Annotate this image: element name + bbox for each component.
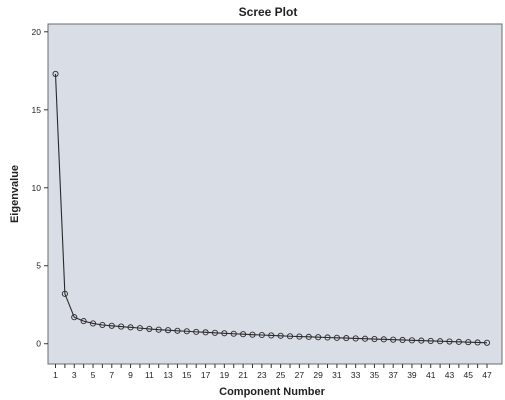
data-point-26 [286, 333, 294, 340]
x-tick-label-25: 25 [276, 370, 286, 380]
data-point-45 [465, 339, 472, 346]
data-point-40 [418, 337, 425, 344]
x-tick-label-9: 9 [128, 370, 133, 380]
x-tick-label-41: 41 [426, 370, 436, 380]
x-tick-label-17: 17 [201, 370, 211, 380]
data-point-15 [183, 328, 190, 335]
data-point-7 [108, 322, 115, 329]
data-point-30 [324, 334, 331, 341]
x-tick-label-45: 45 [463, 370, 473, 380]
data-point-12 [155, 326, 162, 333]
x-tick-label-39: 39 [407, 370, 417, 380]
data-point-46 [474, 339, 481, 346]
x-tick-label-11: 11 [145, 370, 154, 380]
data-point-14 [174, 327, 181, 334]
data-point-1 [52, 70, 59, 77]
data-point-35 [371, 335, 378, 343]
x-tick-label-47: 47 [482, 370, 492, 380]
plot-area [47, 23, 503, 365]
data-point-34 [361, 335, 369, 342]
data-point-3 [71, 314, 78, 321]
x-tick-label-19: 19 [220, 370, 230, 380]
x-tick-label-21: 21 [238, 370, 248, 380]
data-point-21 [240, 331, 247, 338]
data-point-24 [268, 332, 275, 339]
data-point-8 [118, 323, 125, 330]
x-tick-label-27: 27 [295, 370, 305, 380]
data-point-9 [127, 324, 134, 331]
data-point-11 [146, 325, 153, 332]
y-tick-label-15: 15 [32, 105, 42, 115]
data-point-31 [333, 334, 340, 341]
data-point-44 [455, 338, 462, 345]
y-tick-label-5: 5 [36, 261, 41, 271]
data-point-47 [483, 339, 491, 346]
x-tick-label-5: 5 [91, 370, 96, 380]
data-point-17 [202, 329, 209, 336]
x-tick-label-3: 3 [72, 370, 77, 380]
x-tick-label-29: 29 [313, 370, 323, 380]
data-point-28 [305, 333, 312, 340]
data-point-38 [399, 336, 406, 344]
data-point-32 [343, 335, 350, 342]
data-point-36 [380, 336, 387, 343]
data-point-39 [408, 337, 416, 344]
y-tick-label-0: 0 [36, 339, 41, 349]
data-point-23 [258, 331, 265, 339]
series-group [52, 70, 491, 346]
y-tick-label-10: 10 [32, 183, 42, 193]
data-point-20 [230, 330, 237, 337]
data-point-18 [211, 329, 219, 336]
data-point-37 [390, 336, 397, 343]
x-tick-label-35: 35 [370, 370, 380, 380]
x-tick-label-15: 15 [182, 370, 192, 380]
x-tick-label-13: 13 [163, 370, 173, 380]
y-axis: 0 5 10 15 20 [32, 27, 48, 349]
data-point-6 [99, 321, 106, 329]
x-tick-label-37: 37 [388, 370, 398, 380]
data-point-29 [315, 334, 322, 341]
data-point-2 [61, 290, 68, 297]
x-axis-label: Component Number [219, 386, 325, 398]
x-tick-label-23: 23 [257, 370, 267, 380]
data-point-4 [80, 318, 87, 325]
data-point-41 [427, 337, 434, 344]
data-point-19 [221, 330, 228, 337]
x-axis: 1 3 5 7 9 11 13 15 17 19 21 23 25 27 29 31 33 35 37 39 41 43 4… [53, 364, 492, 380]
data-point-13 [165, 327, 172, 334]
data-point-16 [193, 328, 200, 335]
x-tick-label-1: 1 [53, 370, 58, 380]
data-point-5 [89, 320, 97, 327]
data-point-10 [136, 325, 143, 332]
x-tick-label-33: 33 [351, 370, 361, 380]
y-tick-label-20: 20 [32, 27, 42, 37]
data-point-43 [446, 338, 453, 345]
x-tick-label-43: 43 [445, 370, 455, 380]
data-point-25 [277, 332, 284, 339]
data-point-33 [352, 335, 359, 342]
y-axis-label: Eigenvalue [9, 165, 21, 223]
chart-title: Scree Plot [239, 5, 298, 19]
series-line-0 [54, 73, 488, 344]
data-point-22 [249, 331, 256, 338]
x-tick-label-31: 31 [332, 370, 342, 380]
data-point-42 [437, 338, 444, 345]
x-tick-label-7: 7 [109, 370, 114, 380]
data-point-27 [296, 333, 303, 340]
